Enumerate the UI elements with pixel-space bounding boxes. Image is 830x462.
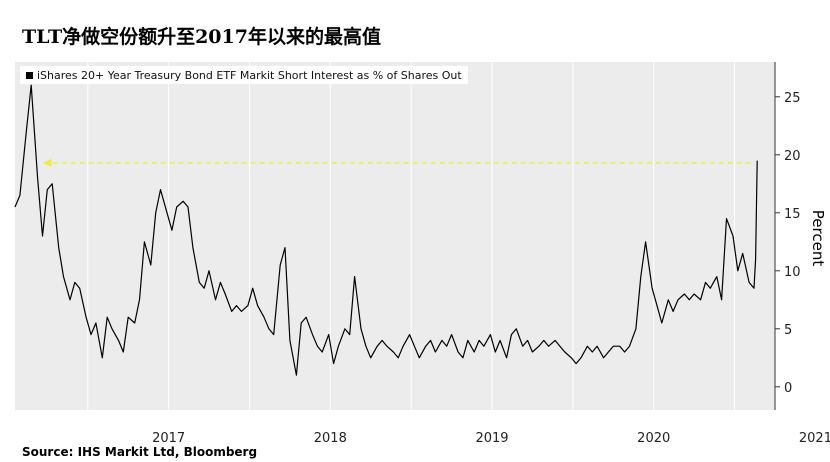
x-axis: 2017 2018 2019 2020 2021 bbox=[152, 431, 830, 446]
highlight-arrow-head bbox=[42, 158, 52, 167]
legend-label: iShares 20+ Year Treasury Bond ETF Marki… bbox=[37, 68, 462, 82]
legend: iShares 20+ Year Treasury Bond ETF Marki… bbox=[20, 66, 468, 84]
series-layer bbox=[14, 84, 758, 376]
y-axis: 0 5 10 15 20 25 bbox=[774, 62, 801, 410]
y-tick-label: 25 bbox=[784, 91, 801, 106]
annotation-layer bbox=[42, 158, 751, 167]
x-tick-label: 2019 bbox=[475, 431, 508, 446]
y-tick-label: 20 bbox=[784, 149, 801, 164]
gridlines bbox=[87, 62, 736, 410]
x-tick-label: 2021 bbox=[799, 431, 830, 446]
y-tick-label: 5 bbox=[784, 323, 792, 338]
legend-swatch bbox=[26, 71, 33, 79]
y-tick-label: 0 bbox=[784, 381, 792, 396]
x-tick-label: 2017 bbox=[152, 431, 185, 446]
y-tick-label: 10 bbox=[784, 265, 801, 280]
x-tick-label: 2020 bbox=[637, 431, 670, 446]
y-tick-label: 15 bbox=[784, 207, 801, 222]
plot-area bbox=[15, 62, 775, 410]
source-note: Source: IHS Markit Ltd, Bloomberg bbox=[22, 445, 258, 459]
y-axis-title: Percent bbox=[809, 209, 827, 267]
series-line bbox=[14, 84, 758, 376]
x-tick-label: 2018 bbox=[314, 431, 347, 446]
chart-title: TLT净做空份额升至2017年以来的最高值 bbox=[22, 26, 381, 48]
